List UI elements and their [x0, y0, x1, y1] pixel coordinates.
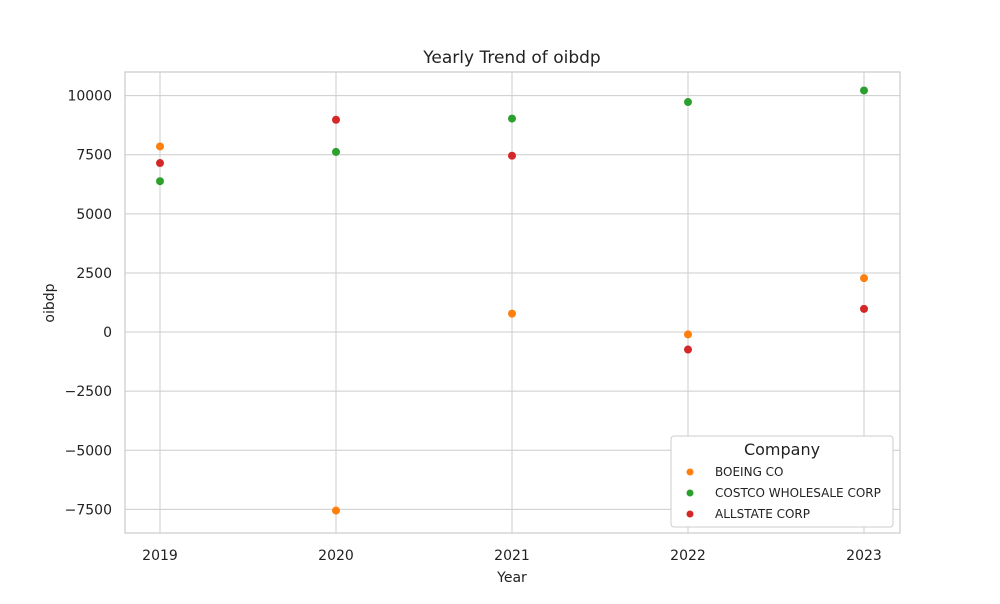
point-boeing-co — [332, 506, 340, 515]
point-allstate-corp — [508, 151, 516, 160]
point-costco-wholesale-corp — [332, 147, 340, 156]
legend-label-costco-wholesale-corp: COSTCO WHOLESALE CORP — [715, 486, 881, 500]
x-tick-label: 2023 — [846, 548, 882, 564]
chart-title: Yearly Trend of oibdp — [422, 48, 600, 68]
y-tick-label: −7500 — [65, 502, 112, 518]
x-axis-label: Year — [496, 570, 527, 586]
x-tick-label: 2019 — [142, 548, 178, 564]
y-tick-label: 10000 — [67, 89, 112, 105]
point-boeing-co — [156, 142, 164, 151]
point-allstate-corp — [684, 345, 692, 354]
legend-title: Company — [744, 440, 820, 459]
point-allstate-corp — [156, 159, 164, 168]
legend-label-boeing-co: BOEING CO — [715, 465, 784, 479]
legend-box — [670, 435, 894, 528]
y-tick-label: 2500 — [76, 266, 112, 282]
point-costco-wholesale-corp — [684, 98, 692, 107]
y-tick-label: −5000 — [65, 443, 112, 459]
y-tick-label: 0 — [103, 325, 112, 341]
legend-marker-costco-wholesale-corp — [686, 489, 694, 497]
x-tick-label: 2021 — [494, 548, 530, 564]
y-tick-label: 7500 — [76, 148, 112, 164]
axis-ticks: 2019 2020 2021 2022 2023 −7500 −5000 −2500 0 2500… — [65, 89, 882, 564]
y-tick-label: −2500 — [65, 384, 112, 400]
legend: Company BOEING CO COSTCO WHOLESALE CORP AL… — [670, 435, 894, 528]
x-tick-label: 2022 — [670, 548, 706, 564]
legend-label-allstate-corp: ALLSTATE CORP — [715, 507, 810, 521]
y-axis-label: oibdp — [42, 283, 58, 322]
point-allstate-corp — [860, 304, 868, 313]
point-allstate-corp — [332, 115, 340, 124]
x-tick-label: 2020 — [318, 548, 354, 564]
y-tick-label: 5000 — [76, 207, 112, 223]
point-boeing-co — [508, 309, 516, 318]
point-boeing-co — [684, 330, 692, 339]
grid-lines — [125, 72, 900, 533]
point-boeing-co — [860, 274, 868, 283]
point-costco-wholesale-corp — [156, 177, 164, 186]
point-costco-wholesale-corp — [508, 114, 516, 123]
legend-marker-boeing-co — [686, 468, 694, 476]
legend-marker-allstate-corp — [686, 510, 694, 518]
data-points — [156, 86, 868, 515]
point-costco-wholesale-corp — [860, 86, 868, 95]
plot-frame — [124, 71, 901, 534]
legend-items: BOEING CO COSTCO WHOLESALE CORP ALLSTATE C… — [686, 465, 881, 521]
